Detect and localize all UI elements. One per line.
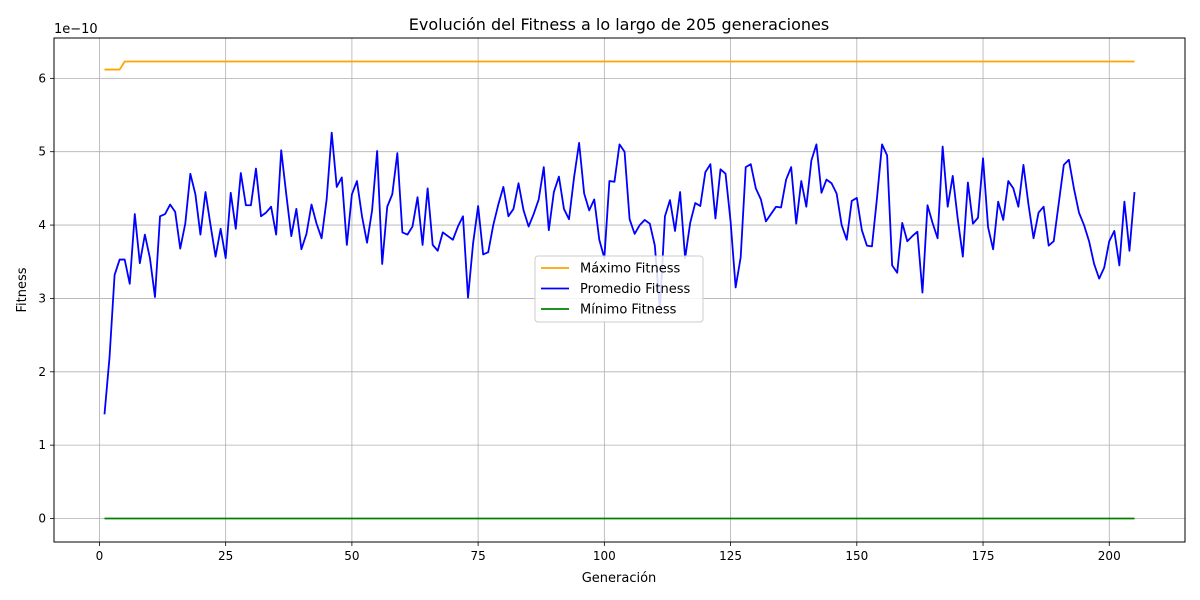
legend-label: Máximo Fitness bbox=[580, 262, 680, 277]
legend-box bbox=[534, 255, 704, 323]
y-axis-label: Fitness bbox=[15, 267, 30, 312]
x-tick-label: 125 bbox=[719, 549, 742, 563]
y-tick-label: 4 bbox=[38, 218, 46, 232]
x-tick-label: 100 bbox=[593, 549, 616, 563]
x-tick-label: 200 bbox=[1098, 549, 1121, 563]
legend-label: Mínimo Fitness bbox=[580, 303, 677, 318]
plot-frame bbox=[53, 37, 1186, 543]
y-axis-offset-text: 1e−10 bbox=[54, 22, 98, 37]
x-tick-label: 175 bbox=[972, 549, 995, 563]
x-tick-label: 75 bbox=[470, 549, 485, 563]
chart-title: Evolución del Fitness a lo largo de 205 … bbox=[409, 15, 829, 34]
y-tick-label: 2 bbox=[38, 365, 46, 379]
x-tick-label: 50 bbox=[344, 549, 359, 563]
x-tick-label: 150 bbox=[845, 549, 868, 563]
y-tick-label: 0 bbox=[38, 512, 46, 526]
axis-ticks: 0 25 50 75 100 125 150 175 200 0 1 2 3 4 5 6 bbox=[38, 71, 1120, 563]
x-tick-label: 0 bbox=[96, 549, 104, 563]
x-axis-label: Generación bbox=[582, 571, 657, 586]
y-tick-label: 5 bbox=[38, 145, 46, 159]
y-tick-label: 3 bbox=[38, 291, 46, 305]
series-line-0 bbox=[104, 60, 1135, 71]
x-tick-label: 25 bbox=[218, 549, 233, 563]
y-tick-label: 6 bbox=[38, 71, 46, 85]
legend-label: Promedio Fitness bbox=[580, 282, 690, 297]
series-line-1 bbox=[103, 131, 1136, 415]
legend: Máximo Fitness Promedio Fitness Mínimo Fit… bbox=[534, 255, 704, 323]
y-tick-label: 1 bbox=[38, 438, 46, 452]
series-lines bbox=[103, 60, 1136, 520]
